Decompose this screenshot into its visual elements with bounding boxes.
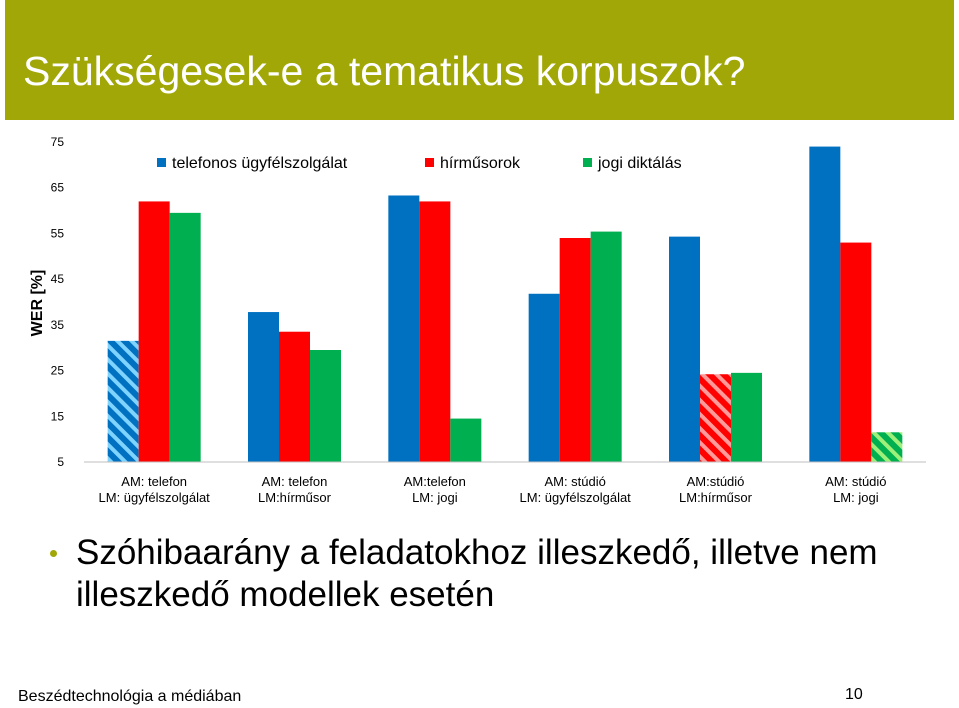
page-number: 10	[845, 686, 863, 703]
bar	[248, 312, 279, 462]
x-tick-label: AM: stúdió	[825, 474, 886, 489]
bar	[528, 293, 560, 462]
y-axis-label: WER [%]	[29, 270, 46, 337]
y-axis-label-group: WER [%]	[29, 270, 46, 337]
y-tick-labels: 5 15 25 35 45 55 65 75	[51, 135, 65, 469]
y-tick-label: 25	[51, 364, 65, 378]
bullet-text: Szóhibaarány a feladatokhoz illeszkedő, …	[76, 533, 878, 614]
x-tick-label: AM:stúdió	[687, 474, 745, 489]
x-tick-label: AM: telefon	[262, 474, 328, 489]
legend-swatch	[425, 158, 434, 167]
legend-label: telefonos ügyfélszolgálat	[172, 155, 348, 172]
x-tick-label: AM: stúdió	[544, 474, 605, 489]
legend-swatch	[583, 158, 592, 167]
y-tick-label: 45	[51, 272, 65, 286]
y-tick-label: 35	[51, 318, 65, 332]
legend: telefonos ügyfélszolgálat hírműsorok jogi …	[157, 155, 682, 172]
bullet-dot-icon	[50, 550, 57, 557]
bar	[809, 146, 841, 463]
bar	[840, 242, 872, 462]
y-tick-label: 15	[51, 409, 65, 423]
bar	[419, 201, 451, 462]
bar	[388, 195, 420, 462]
x-tick-label: LM: ügyfélszolgálat	[520, 490, 632, 505]
bar	[107, 340, 139, 462]
bars	[107, 146, 903, 463]
y-tick-label: 65	[51, 181, 65, 195]
x-tick-label: AM: telefon	[121, 474, 187, 489]
legend-swatch	[157, 158, 166, 167]
bar	[169, 212, 201, 462]
bar	[590, 231, 622, 462]
title-band: Szükségesek-e a tematikus korpuszok?	[5, 0, 954, 120]
x-tick-label: LM: jogi	[412, 490, 458, 505]
x-tick-label: LM: ügyfélszolgálat	[99, 490, 211, 505]
bar	[871, 432, 903, 462]
bar	[669, 236, 700, 462]
bar	[559, 238, 591, 462]
x-tick-label: LM:hírműsor	[258, 490, 332, 505]
wer-bar-chart: WER [%] 5 15 25 35 45 55 65 75 telefonos ügyfél…	[29, 135, 926, 505]
legend-label: jogi diktálás	[597, 155, 682, 172]
bar	[700, 374, 731, 462]
y-tick-label: 75	[51, 135, 65, 149]
bar	[138, 201, 170, 462]
footer-title: Beszédtechnológia a médiában	[18, 688, 242, 705]
x-tick-label: AM:telefon	[404, 474, 466, 489]
y-tick-label: 55	[51, 226, 65, 240]
bar	[279, 331, 310, 462]
x-tick-label: LM: jogi	[833, 490, 879, 505]
bar	[731, 372, 762, 462]
bar	[310, 350, 341, 462]
x-tick-label: LM:hírműsor	[679, 490, 753, 505]
legend-label: hírműsorok	[440, 155, 521, 172]
y-tick-label: 5	[57, 455, 64, 469]
bar	[450, 418, 482, 462]
slide-title: Szükségesek-e a tematikus korpuszok?	[23, 48, 746, 94]
